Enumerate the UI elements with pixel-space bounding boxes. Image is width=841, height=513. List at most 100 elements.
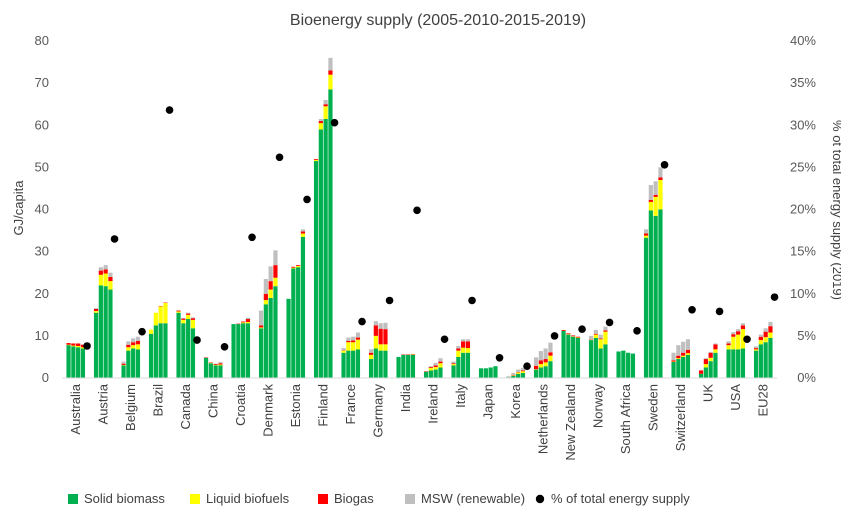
bar-segment (121, 363, 126, 365)
bar-segment (571, 335, 576, 337)
bar-segment (428, 367, 433, 371)
legend-swatch (318, 494, 328, 504)
bar-segment (648, 185, 653, 200)
pct-marker (248, 233, 256, 242)
bar-segment (351, 340, 356, 343)
pct-marker (138, 327, 146, 336)
bar-segment (190, 318, 196, 320)
bar-segment (726, 349, 731, 378)
bar-segment (103, 286, 108, 378)
bar-segment (121, 361, 126, 364)
bar-segment (186, 312, 191, 314)
bar-segment (740, 348, 746, 378)
bar-segment (258, 310, 264, 326)
bar-segment (571, 336, 576, 378)
bar-segment (740, 325, 746, 330)
bar-segment (511, 372, 516, 376)
bar-segment (273, 277, 278, 287)
bar-segment (93, 308, 99, 312)
y2-tick-label: 20% (790, 202, 816, 217)
bar-segment (461, 339, 466, 342)
bar-segment (543, 362, 548, 367)
pct-marker (688, 305, 696, 314)
category-labels: Australia Austria Belgium Brazil Canada China… (68, 383, 770, 460)
bar-segment (71, 343, 76, 346)
bar-segment (438, 361, 443, 364)
bar-segment (263, 304, 268, 378)
category-label: Switzerland (673, 384, 688, 451)
category-label: Japan (480, 384, 495, 419)
legend-label: Biogas (334, 491, 374, 506)
bar-segment (258, 325, 264, 328)
bar-segment (685, 349, 691, 354)
bar-segment (433, 367, 438, 370)
bar-segment (538, 351, 543, 361)
bar-segment (676, 358, 681, 360)
y2-tick-label: 10% (790, 286, 816, 301)
bar-segment (135, 340, 141, 345)
bar-segment (378, 328, 383, 345)
bar-segment (533, 369, 539, 378)
bar-segment (753, 348, 759, 350)
bar-segment (533, 357, 539, 366)
bar-segment (520, 371, 526, 373)
bar-segment (291, 268, 296, 378)
bar-segment (703, 364, 708, 368)
bar-segment (726, 343, 731, 346)
legend-label: MSW (renewable) (421, 491, 525, 506)
bar-segment (465, 341, 471, 349)
bar-segment (731, 332, 736, 335)
y-tick-label: 60 (35, 117, 49, 132)
bar-segment (76, 343, 81, 346)
bar-segment (703, 359, 708, 365)
bar-segment (273, 265, 278, 278)
bar-segment (103, 269, 108, 274)
bar-segment (433, 369, 438, 378)
y2-tick-label: 30% (790, 117, 816, 132)
bar-segment (148, 333, 154, 378)
category-label: Finland (315, 384, 330, 427)
bar-segment (346, 337, 351, 341)
bar-segment (676, 345, 681, 356)
bar-segment (378, 350, 383, 378)
category-label: Austria (95, 383, 110, 424)
bar-segment (451, 361, 456, 364)
bar-segment (461, 347, 466, 353)
bar-segment (740, 329, 746, 349)
bar-segment (236, 324, 241, 378)
bar-segment (643, 237, 649, 378)
category-label: France (343, 384, 358, 424)
bar-segment (181, 318, 186, 320)
category-label: Belgium (123, 384, 138, 431)
bar-segment (300, 233, 306, 237)
bar-segment (438, 367, 443, 378)
bar-segment (658, 167, 663, 178)
bar-segment (713, 352, 718, 378)
bar-segment (93, 312, 99, 378)
bar-segment (593, 329, 598, 334)
bar-segment (190, 328, 196, 378)
legend-swatch (68, 494, 78, 504)
bar-segment (291, 266, 296, 268)
bar-segment (378, 323, 383, 329)
category-label: Denmark (260, 384, 275, 437)
bar-segment (731, 336, 736, 350)
bar-segment (713, 349, 718, 353)
bar-segment (561, 329, 566, 331)
bar-segment (323, 106, 328, 119)
bar-segment (383, 344, 388, 351)
bar-segment (593, 334, 598, 338)
pct-marker (165, 106, 174, 114)
bar-segment (648, 199, 653, 202)
bar-segment (451, 363, 456, 365)
bar-segment (351, 342, 356, 351)
bar-segment (296, 265, 301, 266)
bar-segment (538, 367, 543, 378)
bar-segment (433, 362, 438, 366)
legend-marker-swatch (535, 494, 545, 504)
bar-segment (740, 323, 746, 326)
bar-segment (268, 266, 273, 282)
bar-segment (80, 344, 86, 348)
y-tick-label: 30 (35, 244, 49, 259)
y-tick-label: 10 (35, 328, 49, 343)
